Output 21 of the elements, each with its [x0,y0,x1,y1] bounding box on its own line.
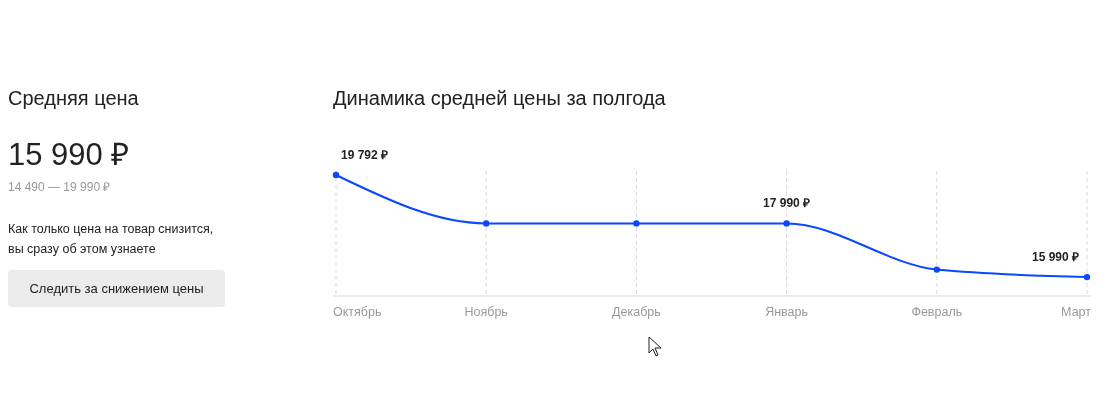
data-label: 19 792 ₽ [341,148,389,162]
text: 14 490 — 19 990 ₽ [8,180,111,194]
x-tick-label: Март [1061,305,1092,319]
text: Как только цена на товар снизится, вы сразу об этом узнаете [8,222,214,256]
text: Средняя цена [8,87,140,109]
data-label: 15 990 ₽ [1031,250,1079,265]
text: Следить за снижением цены [29,281,204,296]
point [483,220,490,227]
point [633,220,640,227]
text: 15 990 ₽ [8,137,130,172]
x-tick-label: Февраль [911,305,963,319]
point [1083,273,1091,281]
point [332,171,340,179]
x-tick-label: Январь [765,305,809,319]
chart-title: Динамика средней цены за полгода [333,87,667,109]
point [783,220,790,227]
x-tick-label: Декабрь [612,305,661,319]
data-label: 17 990 ₽ [763,196,811,211]
x-tick-label: Ноябрь [464,305,508,319]
point [933,266,940,273]
x-tick-label: Октябрь [333,305,382,319]
